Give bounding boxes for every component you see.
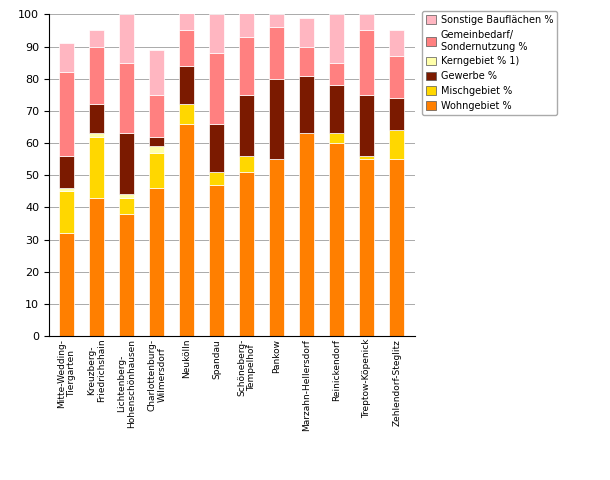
Bar: [300, 47, 314, 75]
Bar: [89, 105, 104, 133]
Bar: [149, 146, 164, 153]
Bar: [389, 159, 404, 336]
Bar: [89, 137, 104, 198]
Bar: [149, 137, 164, 146]
Bar: [329, 143, 344, 336]
Bar: [209, 53, 224, 124]
Bar: [149, 50, 164, 95]
Bar: [269, 27, 284, 79]
Bar: [329, 14, 344, 62]
Bar: [359, 156, 375, 159]
Bar: [179, 105, 195, 124]
Bar: [179, 11, 195, 31]
Bar: [59, 188, 74, 191]
Bar: [89, 47, 104, 105]
Bar: [59, 43, 74, 72]
Bar: [179, 66, 195, 105]
Bar: [89, 133, 104, 137]
Bar: [389, 98, 404, 130]
Bar: [209, 124, 224, 172]
Bar: [209, 172, 224, 185]
Bar: [359, 14, 375, 31]
Bar: [149, 95, 164, 137]
Bar: [359, 31, 375, 95]
Bar: [120, 14, 134, 62]
Bar: [239, 172, 254, 336]
Bar: [389, 31, 404, 56]
Bar: [149, 188, 164, 336]
Bar: [269, 14, 284, 27]
Bar: [89, 31, 104, 47]
Bar: [239, 156, 254, 172]
Bar: [209, 14, 224, 53]
Bar: [329, 63, 344, 85]
Bar: [239, 95, 254, 156]
Bar: [59, 72, 74, 156]
Bar: [239, 0, 254, 37]
Bar: [59, 156, 74, 188]
Bar: [149, 153, 164, 188]
Legend: Sonstige Bauflächen %, Gemeinbedarf/
Sondernutzung %, Kerngebiet % 1), Gewerbe %: Sonstige Bauflächen %, Gemeinbedarf/ Son…: [422, 11, 557, 115]
Bar: [120, 63, 134, 133]
Bar: [120, 198, 134, 214]
Bar: [389, 56, 404, 98]
Bar: [179, 124, 195, 336]
Bar: [89, 198, 104, 336]
Bar: [120, 194, 134, 198]
Bar: [329, 133, 344, 143]
Bar: [120, 214, 134, 336]
Bar: [329, 85, 344, 133]
Bar: [59, 233, 74, 336]
Bar: [300, 75, 314, 133]
Bar: [120, 133, 134, 194]
Bar: [269, 79, 284, 159]
Bar: [209, 185, 224, 336]
Bar: [269, 159, 284, 336]
Bar: [359, 95, 375, 156]
Bar: [179, 31, 195, 66]
Bar: [389, 130, 404, 159]
Bar: [300, 133, 314, 336]
Bar: [300, 18, 314, 47]
Bar: [239, 37, 254, 95]
Bar: [59, 191, 74, 233]
Bar: [359, 159, 375, 336]
